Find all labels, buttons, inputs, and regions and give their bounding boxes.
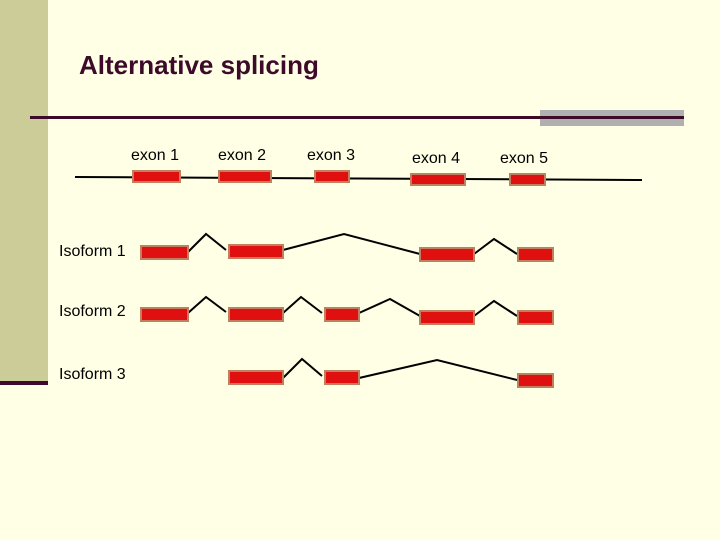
left-accent-bar — [0, 0, 48, 384]
isoform-label-1: Isoform 1 — [59, 243, 126, 260]
isoform-2-exon-4 — [419, 310, 475, 325]
left-accent-bar-foot — [0, 381, 48, 385]
gene-exon-5 — [509, 173, 546, 186]
isoform-label-3: Isoform 3 — [59, 366, 126, 383]
title-rule — [30, 116, 684, 119]
isoform-1-exon-4 — [419, 247, 475, 262]
isoform-2-intron-4 — [473, 299, 518, 317]
gene-exon-1 — [132, 170, 181, 183]
isoform-2-exon-2 — [228, 307, 284, 322]
isoform-2-exon-3 — [324, 307, 360, 322]
isoform-2-exon-5 — [517, 310, 554, 325]
isoform-1-exon-1 — [140, 245, 189, 260]
isoform-3-exon-5 — [517, 373, 554, 388]
isoform-3-exon-3 — [324, 370, 360, 385]
isoform-2-track — [140, 295, 554, 325]
isoform-1-exon-2 — [228, 244, 284, 259]
isoform-label-2: Isoform 2 — [59, 303, 126, 320]
slide-title: Alternative splicing — [79, 50, 319, 80]
exon-label-1: exon 1 — [131, 147, 180, 164]
exon-label-3: exon 3 — [307, 147, 356, 164]
isoform-3-intron-2 — [358, 358, 518, 381]
isoform-1-exon-5 — [517, 247, 554, 262]
exon-label-5: exon 5 — [500, 150, 549, 167]
isoform-1-intron-3 — [473, 237, 518, 255]
title-rule-accent-line — [540, 116, 684, 119]
gene-exon-3 — [314, 170, 350, 183]
isoform-2-intron-2 — [282, 295, 323, 314]
gene-exon-4 — [410, 173, 466, 186]
isoform-1-intron-1 — [187, 232, 227, 253]
exon-label-4: exon 4 — [412, 150, 461, 167]
isoform-3-exon-2 — [228, 370, 284, 385]
isoform-2-exon-1 — [140, 307, 189, 322]
isoform-3-intron-1 — [282, 357, 323, 379]
isoform-1-intron-2 — [282, 232, 421, 255]
isoform-3-track — [228, 357, 554, 388]
isoform-1-track — [140, 232, 554, 262]
gene-exon-2 — [218, 170, 272, 183]
exon-label-2: exon 2 — [218, 147, 267, 164]
isoform-2-intron-3 — [358, 297, 421, 317]
isoform-2-intron-1 — [187, 295, 227, 314]
